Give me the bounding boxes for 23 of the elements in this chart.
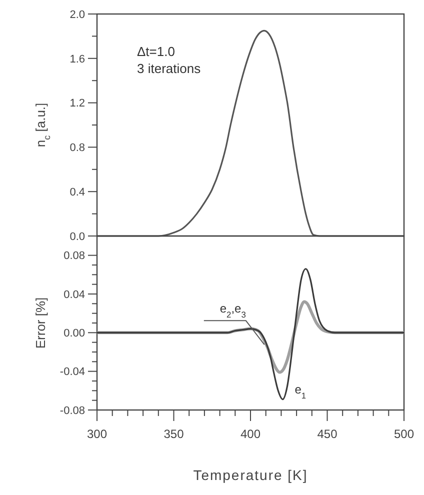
x-tick-label: 450 — [317, 427, 338, 441]
x-tick-label: 400 — [240, 427, 261, 441]
x-axis-title: Temperature [K] — [193, 467, 308, 483]
annotation: 3 iterations — [137, 61, 202, 76]
x-tick-label: 350 — [164, 427, 184, 441]
y-tick-label: 0.00 — [64, 328, 85, 340]
y-tick-label: 1.6 — [70, 53, 85, 66]
x-tick-label: 500 — [394, 427, 414, 441]
x-tick-label: 300 — [86, 427, 108, 441]
y-tick-label: 0.4 — [70, 186, 85, 198]
series-label: e$_{1}$ — [294, 382, 306, 400]
y-tick-label: -0.04 — [60, 366, 85, 378]
y-tick-label: -0.08 — [60, 404, 85, 417]
y-tick-label: 0.04 — [64, 288, 85, 301]
y-tick-label: 0.8 — [70, 142, 85, 154]
y-tick-label: 1.2 — [70, 98, 85, 110]
y-tick-label: 2.0 — [70, 8, 85, 21]
annotation: Δt=1.0 — [137, 44, 175, 59]
series-label: e$_{2}$,e$_{3}$ — [220, 302, 246, 320]
y-axis-title: Error [%] — [33, 297, 48, 349]
line-series — [96, 30, 405, 237]
y-tick-label: 0.08 — [64, 250, 85, 262]
y-tick-label: 0.0 — [70, 230, 85, 243]
